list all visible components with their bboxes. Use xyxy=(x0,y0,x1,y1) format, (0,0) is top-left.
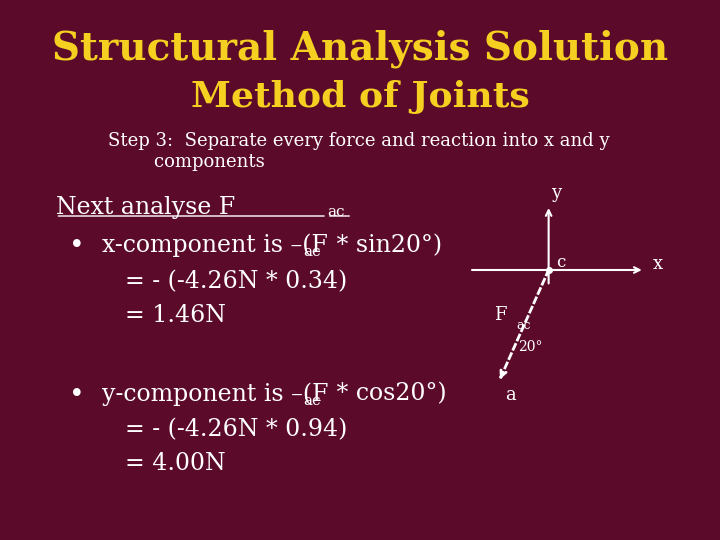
Text: = - (-4.26N * 0.34): = - (-4.26N * 0.34) xyxy=(125,271,347,293)
Text: * cos20°): * cos20°) xyxy=(329,383,446,406)
Text: ac: ac xyxy=(327,205,344,219)
Text: = 4.00N: = 4.00N xyxy=(125,452,225,475)
Text: x-component is –(F: x-component is –(F xyxy=(102,234,328,258)
Text: c: c xyxy=(556,254,565,271)
Text: Step 3:  Separate every force and reaction into x and y
        components: Step 3: Separate every force and reactio… xyxy=(109,132,610,171)
Text: Structural Analysis Solution: Structural Analysis Solution xyxy=(52,29,668,68)
Text: * sin20°): * sin20°) xyxy=(329,234,442,257)
Text: Method of Joints: Method of Joints xyxy=(191,80,529,114)
Text: y-component is –(F: y-component is –(F xyxy=(102,382,328,406)
Text: ac: ac xyxy=(304,245,321,259)
Text: ac: ac xyxy=(304,394,321,408)
Text: ac: ac xyxy=(516,319,531,332)
Text: y: y xyxy=(552,184,562,202)
Text: a: a xyxy=(505,386,516,404)
Text: = - (-4.26N * 0.94): = - (-4.26N * 0.94) xyxy=(125,418,348,441)
Text: Next analyse F: Next analyse F xyxy=(55,197,235,219)
Text: = 1.46N: = 1.46N xyxy=(125,305,226,327)
Text: •: • xyxy=(69,233,84,258)
Text: x: x xyxy=(653,254,663,273)
Text: F: F xyxy=(494,306,506,324)
Text: 20°: 20° xyxy=(518,340,543,354)
Text: •: • xyxy=(69,382,84,407)
